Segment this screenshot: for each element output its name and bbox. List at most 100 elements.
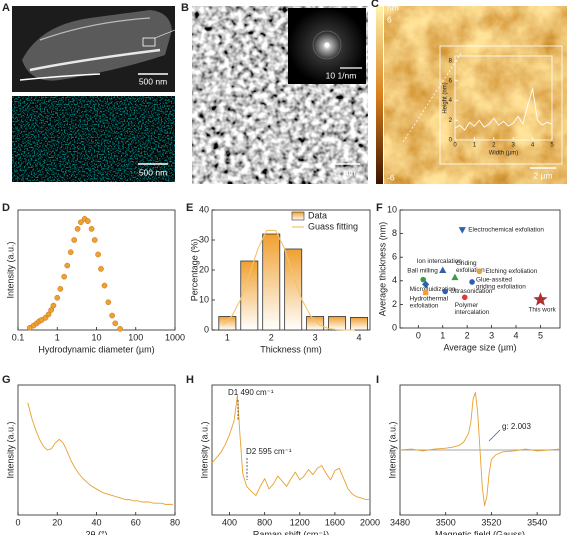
- plot-frame: [211, 384, 371, 516]
- point-label: Ion intercalation: [417, 258, 463, 265]
- saed-spot: [324, 42, 330, 48]
- panel-label: A: [2, 2, 10, 14]
- plot-frame: [17, 209, 176, 331]
- bar: [306, 316, 325, 331]
- marker: [420, 276, 427, 283]
- point-label: This work: [528, 306, 556, 313]
- zoom-line: [154, 29, 176, 39]
- y-tick-label: 0: [204, 324, 209, 334]
- x-tick-label: 4: [531, 143, 535, 149]
- data-line: [27, 402, 174, 505]
- x-tick-label: 2: [492, 143, 496, 149]
- point-label: exfoliation: [456, 267, 485, 274]
- point: [48, 307, 55, 313]
- data-line: [454, 88, 553, 131]
- y-tick-label: 0: [392, 322, 397, 332]
- x-tick-label: 3: [512, 143, 516, 149]
- y-axis-label: Intensity (a.u.): [5, 241, 15, 298]
- point: [91, 237, 98, 243]
- x-axis-label: Width (µm): [489, 151, 518, 157]
- point: [61, 273, 68, 280]
- point: [45, 311, 52, 318]
- x-tick-label: 0: [15, 517, 20, 527]
- x-tick-label: 1: [440, 330, 445, 340]
- inset-box: [439, 45, 563, 165]
- point: [95, 251, 101, 258]
- bar: [218, 316, 237, 331]
- point-label: Hydrothermal: [410, 295, 448, 302]
- y-tick-label: 2: [392, 299, 397, 309]
- marker: [439, 266, 447, 274]
- y-tick-label: 4: [449, 98, 453, 104]
- scale-bar-label: 1 nm: [337, 167, 356, 177]
- y-tick-label: 8: [449, 59, 453, 65]
- point: [57, 286, 64, 292]
- x-tick-label: 20: [52, 517, 62, 527]
- x-tick-label: 5: [550, 143, 554, 149]
- point-label: Electrochemical exfoliation: [468, 227, 544, 234]
- y-axis-label: Height (nm): [443, 82, 449, 113]
- x-tick-label: 3480: [390, 517, 410, 527]
- x-tick-label: 3: [313, 332, 318, 342]
- annotation: D2 595 cm⁻¹: [246, 447, 292, 456]
- y-tick-label: 8: [392, 228, 397, 238]
- point-label: intercalation: [455, 309, 490, 316]
- plot-frame: [399, 209, 561, 329]
- plot-frame: [17, 384, 176, 516]
- scale-bar-label: 500 nm: [139, 76, 167, 86]
- annotation: D1 490 cm⁻¹: [228, 388, 274, 397]
- x-tick-label: 2: [269, 332, 274, 342]
- panel-label: D: [2, 202, 10, 214]
- x-tick-label: 2000: [360, 517, 380, 527]
- x-axis-label: Magnetic field (Gauss): [435, 529, 525, 535]
- x-tick-label: 1: [473, 143, 477, 149]
- panel-label: B: [181, 2, 189, 14]
- point-label: Ball milling: [407, 267, 438, 274]
- marker: [451, 273, 459, 281]
- y-axis-label: Intensity (a.u.): [199, 421, 209, 478]
- x-tick-label: 1200: [290, 517, 310, 527]
- point: [88, 226, 95, 232]
- y-tick-label: 40: [199, 204, 209, 214]
- point: [101, 282, 108, 289]
- y-tick-label: 10: [387, 204, 397, 214]
- marker: [458, 227, 466, 234]
- scale-bar-label: 10 1/nm: [326, 70, 357, 80]
- panel-label: E: [186, 202, 193, 214]
- x-tick-label: 2: [465, 330, 470, 340]
- x-axis-label: Raman shift (cm⁻¹): [253, 529, 329, 535]
- y-tick-label: 0: [449, 138, 453, 144]
- x-axis-label: Hydrodynamic diameter (µm): [38, 344, 154, 354]
- point-label: Griding: [456, 260, 477, 267]
- panel-label: I: [376, 374, 379, 386]
- marker: [476, 268, 483, 275]
- annotation: g: 2.003: [502, 422, 531, 431]
- y-tick-label: 2: [449, 118, 453, 124]
- scale-bar-label: 500 nm: [139, 167, 167, 177]
- x-tick-label: 3540: [527, 517, 547, 527]
- x-tick-label: 3520: [481, 517, 501, 527]
- y-axis-label: Average thickness (nm): [377, 222, 387, 316]
- point-label: exfoliation: [410, 302, 439, 309]
- x-tick-label: 100: [128, 332, 143, 342]
- y-tick-label: 6: [392, 252, 397, 262]
- x-tick-label: 800: [257, 517, 272, 527]
- x-tick-label: 0: [416, 330, 421, 340]
- x-tick-label: 3: [489, 330, 494, 340]
- data-line: [399, 391, 561, 507]
- profile-line: [402, 51, 463, 143]
- x-axis-label: Average size (µm): [443, 342, 516, 352]
- flake-edge: [39, 17, 151, 41]
- x-tick-label: 3500: [436, 517, 456, 527]
- point: [50, 302, 57, 309]
- plot-frame: [454, 55, 553, 141]
- bar: [350, 316, 368, 331]
- x-tick-label: 10: [91, 332, 101, 342]
- x-tick-label: 400: [222, 517, 237, 527]
- x-tick-label: 4: [357, 332, 362, 342]
- legend-swatch: [291, 211, 305, 221]
- annotation-line: [488, 429, 501, 442]
- point-label: Ultrasonication: [450, 288, 493, 295]
- bar: [240, 260, 259, 331]
